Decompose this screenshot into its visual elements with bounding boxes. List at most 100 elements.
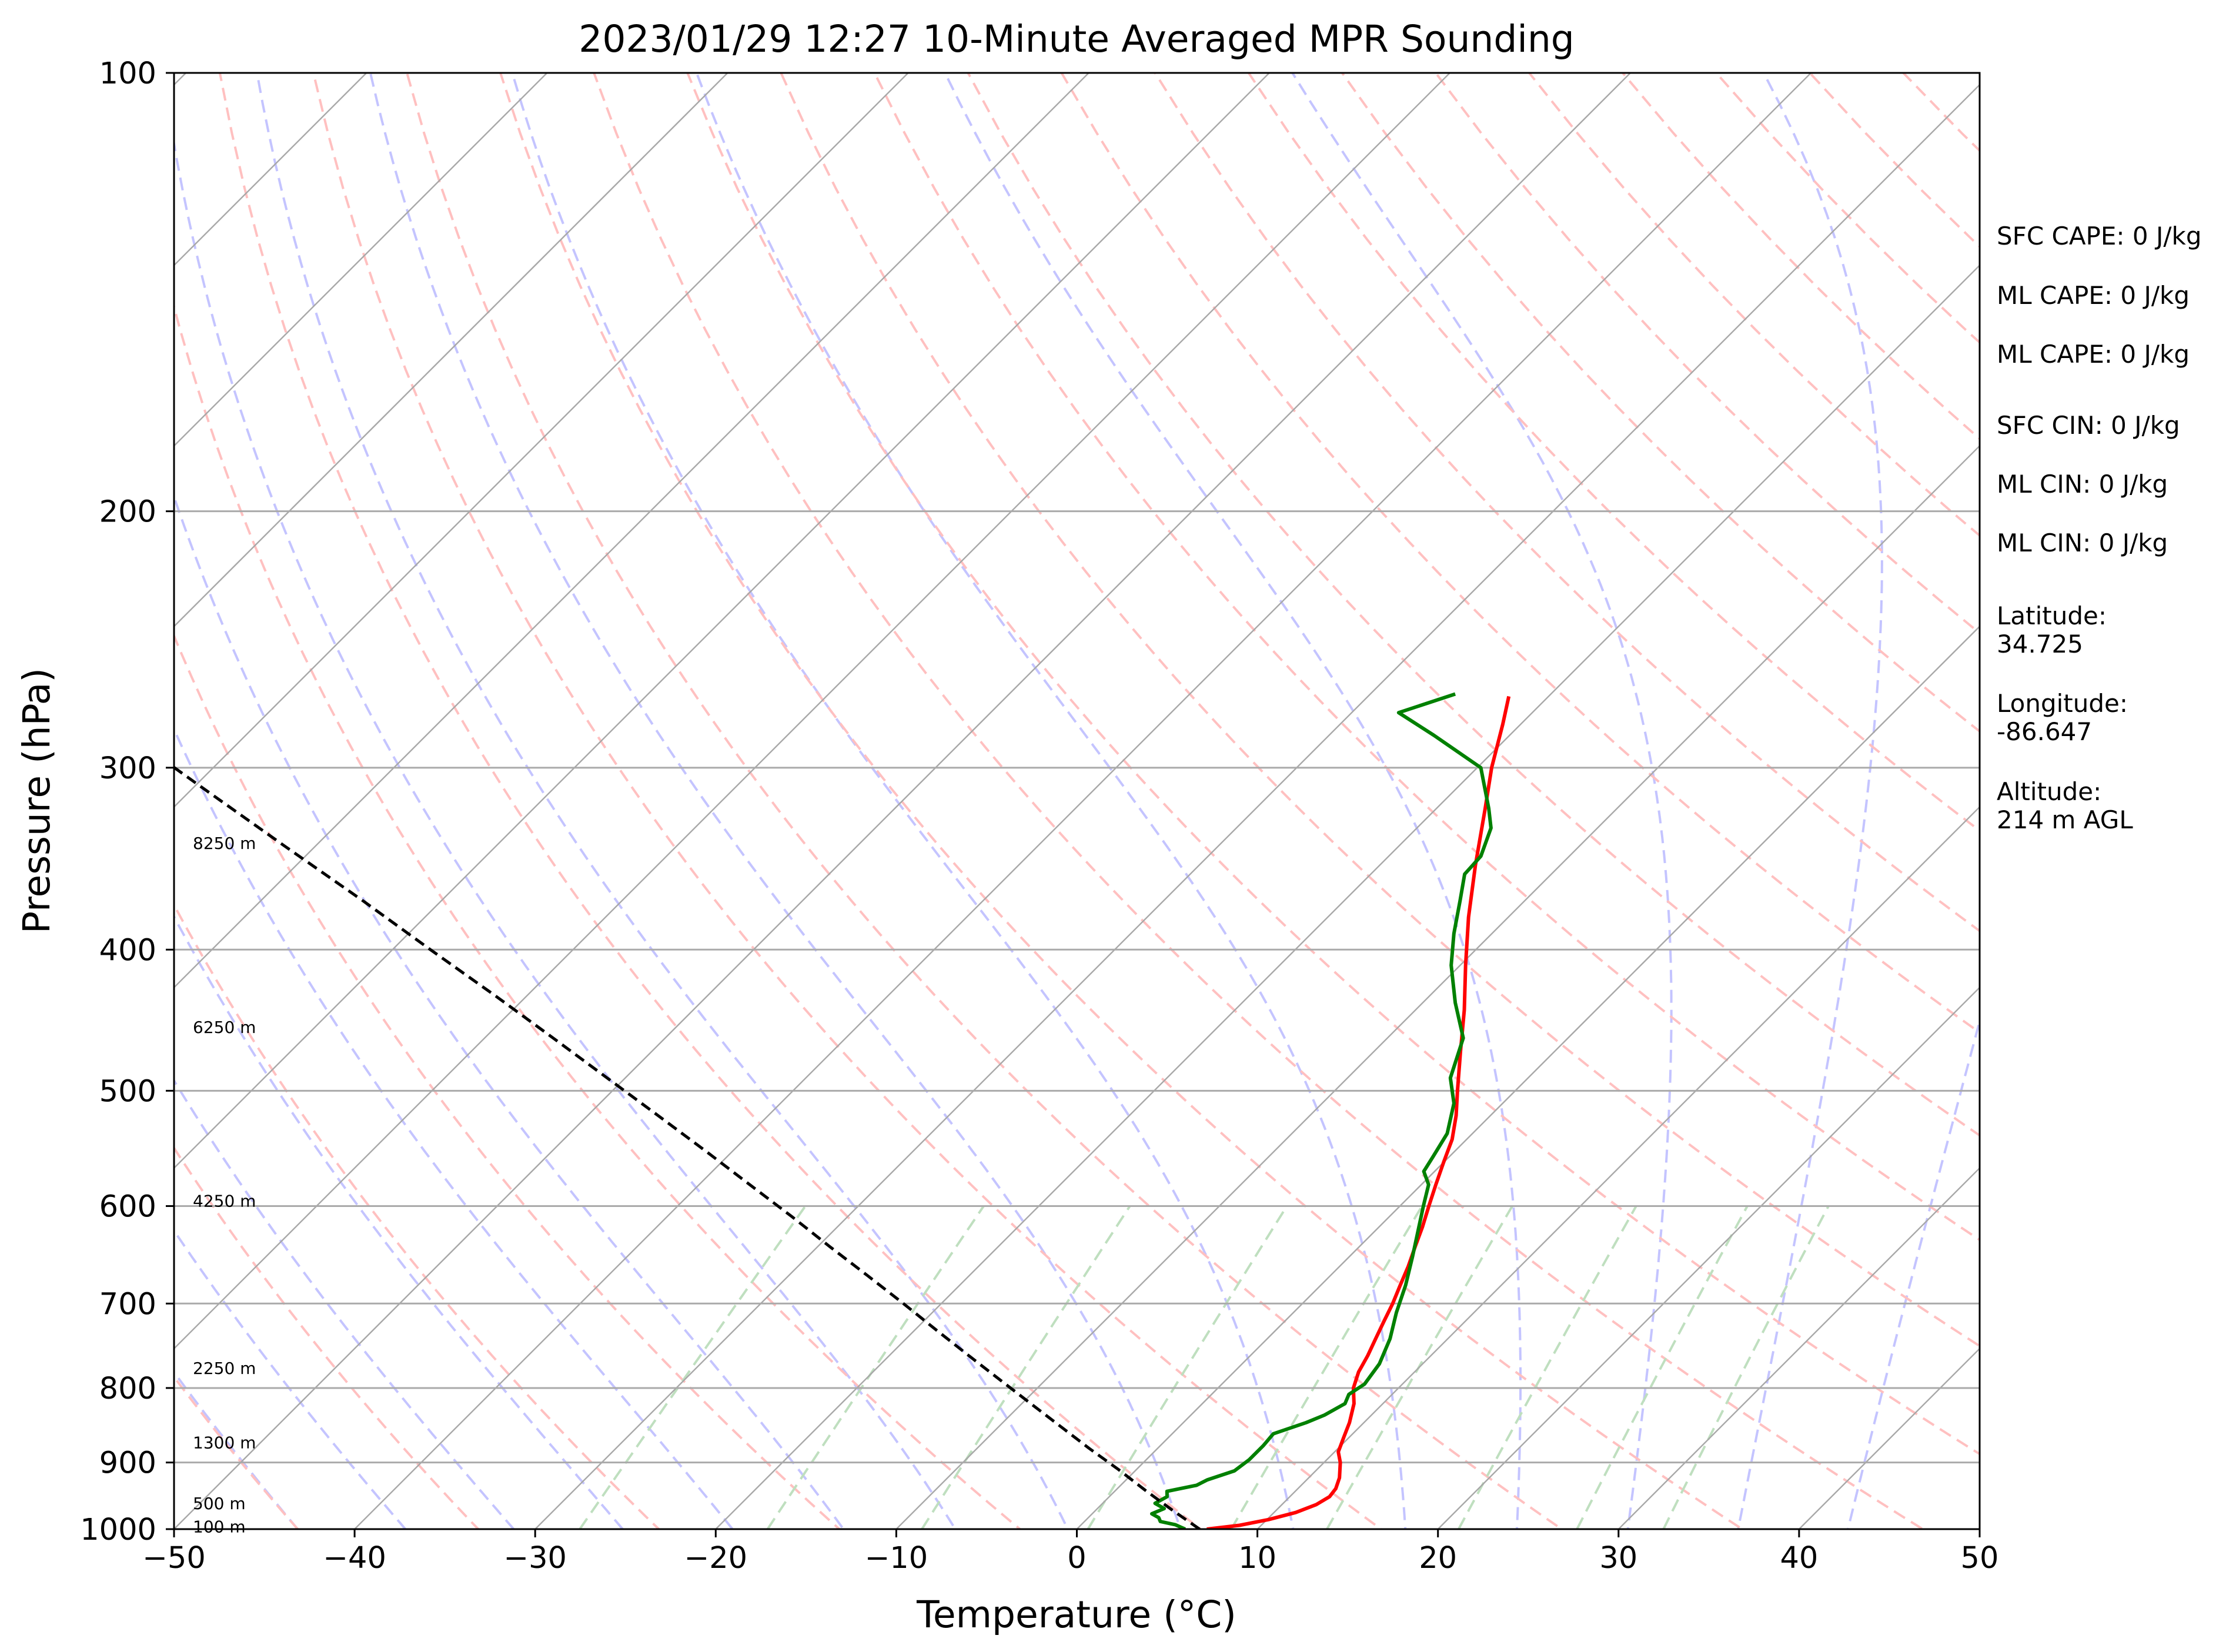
moist-adiabats: [174, 73, 1980, 1529]
latitude-value: 34.725: [1997, 630, 2083, 658]
x-tick-label: 30: [1599, 1541, 1637, 1576]
isotherm-line: [714, 264, 1980, 1529]
ml-cin-text: ML CIN: 0 J/kg: [1997, 470, 2168, 499]
y-tick-label: 900: [99, 1446, 156, 1481]
x-tick-label: 10: [1238, 1541, 1276, 1576]
x-axis-ticks: −50 −40 −30 −20 −10 0 10 20 30 40 50: [142, 1529, 1998, 1576]
mixing-ratio-line: [1087, 1205, 1288, 1529]
dry-adiabat-line: [174, 1146, 480, 1529]
x-tick-label: −30: [503, 1541, 567, 1576]
moist-adiabat-line: [369, 73, 1182, 1529]
height-label: 8250 m: [193, 834, 256, 853]
moist-adiabat-line: [1291, 73, 1673, 1529]
height-label: 500 m: [193, 1494, 246, 1513]
altitude-value: 214 m AGL: [1997, 805, 2133, 834]
isotherm-line: [174, 73, 910, 808]
dry-adiabat-line: [174, 302, 1022, 1529]
dry-adiabat-line: [967, 73, 1980, 1137]
isotherm-line: [353, 73, 1812, 1529]
moist-adiabat-line: [695, 73, 1407, 1529]
dry-adiabat-line: [686, 73, 1980, 1456]
altitude-label: Altitude:: [1997, 777, 2101, 806]
height-label: 100 m: [193, 1517, 246, 1537]
isotherm-line: [174, 73, 367, 266]
moist-adiabat-line: [174, 726, 734, 1529]
pressure-gridlines: [174, 73, 1980, 1529]
isotherm-line: [534, 83, 1980, 1529]
y-tick-label: 600: [99, 1189, 156, 1224]
longitude-label: Longitude:: [1997, 689, 2128, 718]
y-axis-ticks: 1000 900 800 700 600 500 400 300 200 100: [80, 56, 174, 1547]
x-tick-label: 20: [1419, 1541, 1457, 1576]
dry-adiabat-line: [174, 633, 841, 1529]
moist-adiabat-line: [174, 1078, 516, 1529]
ml-cape-text-2: ML CAPE: 0 J/kg: [1997, 340, 2190, 369]
moist-adiabat-line: [944, 73, 1522, 1529]
isotherm-line: [174, 73, 1271, 1169]
latitude-label: Latitude:: [1997, 601, 2107, 630]
isotherm-line: [895, 444, 1980, 1529]
chart-title: 2023/01/29 12:27 10-Minute Averaged MPR …: [579, 18, 1575, 61]
y-tick-label: 400: [99, 933, 156, 968]
sounding-series: [174, 692, 1511, 1529]
y-tick-label: 200: [99, 495, 156, 530]
plot-frame: [173, 72, 1981, 1530]
height-label: 2250 m: [193, 1359, 256, 1378]
isotherm-line: [1617, 1167, 1980, 1529]
plot-area: [174, 73, 2226, 1560]
dry-adiabat-line: [312, 73, 1383, 1529]
x-tick-label: −40: [323, 1541, 386, 1576]
y-axis-label: Pressure (hPa): [15, 668, 58, 934]
isotherm-line: [1437, 986, 1980, 1529]
x-tick-label: 40: [1780, 1541, 1818, 1576]
x-tick-label: −50: [142, 1541, 206, 1576]
dry-adiabat-line: [873, 73, 1980, 1242]
dewpoint-line: [1150, 692, 1493, 1529]
isotherm-line: [174, 73, 1090, 989]
isotherm-line: [174, 73, 729, 628]
moist-adiabat-line: [1737, 73, 1883, 1529]
mixing-ratio-line: [766, 1205, 985, 1529]
x-tick-label: 0: [1067, 1541, 1086, 1576]
height-labels: 8250 m 6250 m 4250 m 2250 m 1300 m 500 m 100 m: [193, 834, 256, 1537]
dry-adiabat-line: [499, 73, 1744, 1529]
temperature-line: [1206, 695, 1511, 1529]
isotherm-line: [174, 73, 1632, 1529]
dry-adiabat-line: [1154, 73, 1980, 933]
y-tick-label: 1000: [80, 1513, 156, 1547]
dry-adiabat-line: [1060, 73, 1980, 1034]
mixing-ratio-line: [1458, 1205, 1637, 1529]
isotherm-line: [1256, 805, 1980, 1529]
dry-adiabat-line: [1248, 73, 1980, 832]
x-tick-label: −20: [684, 1541, 747, 1576]
dry-adiabat-line: [406, 73, 1564, 1529]
moist-adiabat-line: [511, 73, 1295, 1529]
dry-adiabat-line: [2184, 73, 2226, 1560]
mixing-ratio-line: [921, 1205, 1131, 1529]
ml-cin-text-2: ML CIN: 0 J/kg: [1997, 529, 2168, 557]
x-tick-label: 50: [1961, 1541, 1999, 1576]
x-axis-label: Temperature (°C): [916, 1593, 1236, 1636]
dry-adiabat-line: [218, 73, 1203, 1529]
y-tick-label: 300: [99, 751, 156, 786]
moist-adiabat-line: [174, 493, 845, 1529]
moist-adiabat-line: [174, 137, 957, 1529]
moist-adiabat-line: [174, 914, 624, 1529]
mixing-ratio-line: [1576, 1205, 1749, 1529]
dry-adiabats: [174, 73, 2226, 1560]
dry-adiabat-line: [174, 902, 661, 1529]
height-label: 4250 m: [193, 1191, 256, 1210]
ml-cape-text: ML CAPE: 0 J/kg: [1997, 281, 2190, 310]
y-tick-label: 100: [99, 56, 156, 91]
mixing-ratio-line: [1662, 1205, 1830, 1529]
isotherm-line: [1075, 625, 1980, 1529]
y-tick-label: 700: [99, 1287, 156, 1322]
x-tick-label: −10: [865, 1541, 928, 1576]
moist-adiabat-line: [1846, 1016, 1980, 1529]
dry-adiabat-line: [593, 73, 1926, 1529]
height-label: 1300 m: [193, 1433, 256, 1453]
moist-adiabat-line: [256, 73, 1069, 1529]
y-tick-label: 800: [99, 1372, 156, 1406]
mixing-ratio-line: [1230, 1205, 1423, 1529]
